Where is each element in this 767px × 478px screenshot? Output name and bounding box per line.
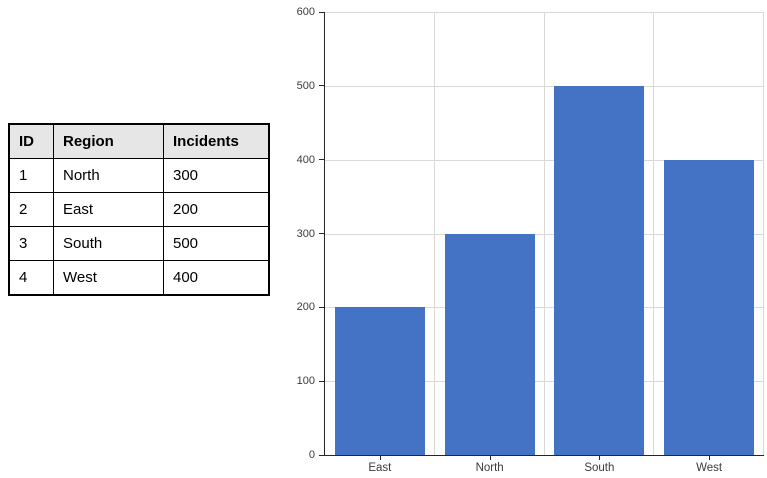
x-tick-label: South — [584, 462, 615, 474]
bar-south — [554, 85, 645, 455]
y-gridline — [325, 233, 764, 235]
x-tick-label: East — [368, 462, 392, 474]
cell-region: North — [53, 158, 164, 193]
regions-table: ID Region Incidents 1 North 300 2 East 200 3 So… — [8, 123, 270, 296]
table-header-row: ID Region Incidents — [8, 123, 270, 159]
x-tick-label: West — [696, 462, 723, 474]
x-axis-tick — [599, 455, 601, 460]
category-separator-gridline — [543, 12, 545, 455]
y-tick-label: 500 — [296, 79, 315, 92]
y-tick-label: 400 — [296, 153, 315, 166]
y-gridline — [325, 12, 764, 13]
cell-incidents: 400 — [163, 260, 270, 296]
x-axis-tick — [709, 455, 711, 460]
y-gridline — [325, 307, 764, 309]
bar-north — [444, 233, 535, 455]
y-axis-tick — [319, 159, 325, 161]
x-axis-tick — [379, 455, 381, 460]
plot-area: 0 100 200 300 400 500 600 East North South West — [297, 6, 764, 474]
cell-incidents: 200 — [163, 192, 270, 227]
y-axis-tick — [319, 380, 325, 382]
table-row: 4 West 400 — [8, 260, 270, 296]
cell-incidents: 500 — [163, 226, 270, 261]
y-tick-label: 300 — [296, 227, 315, 240]
table-row: 3 South 500 — [8, 226, 270, 261]
category-separator-gridline — [433, 12, 435, 455]
column-header-incidents: Incidents — [163, 123, 270, 159]
x-axis-tick — [489, 455, 491, 460]
cell-incidents: 300 — [163, 158, 270, 193]
y-axis-tick — [319, 454, 325, 456]
cell-region: West — [53, 260, 164, 296]
bar-west — [664, 159, 755, 455]
y-axis-tick — [319, 306, 325, 308]
y-tick-label: 100 — [296, 375, 315, 388]
category-separator-gridline — [763, 12, 764, 455]
y-gridline — [325, 159, 764, 161]
table-row: 1 North 300 — [8, 158, 270, 193]
y-tick-label: 200 — [296, 301, 315, 314]
x-tick-label: North — [475, 462, 504, 474]
cell-id: 3 — [8, 226, 54, 261]
y-tick-label: 600 — [296, 6, 315, 18]
category-separator-gridline — [653, 12, 655, 455]
y-axis-tick — [319, 85, 325, 87]
y-axis-tick — [319, 11, 325, 13]
column-header-region: Region — [53, 123, 164, 159]
y-tick-label: 0 — [308, 449, 315, 461]
cell-id: 4 — [8, 260, 54, 296]
y-axis-tick — [319, 233, 325, 234]
bar-east — [334, 307, 425, 455]
cell-region: South — [53, 226, 164, 261]
y-gridline — [325, 381, 764, 383]
y-gridline — [325, 85, 764, 87]
